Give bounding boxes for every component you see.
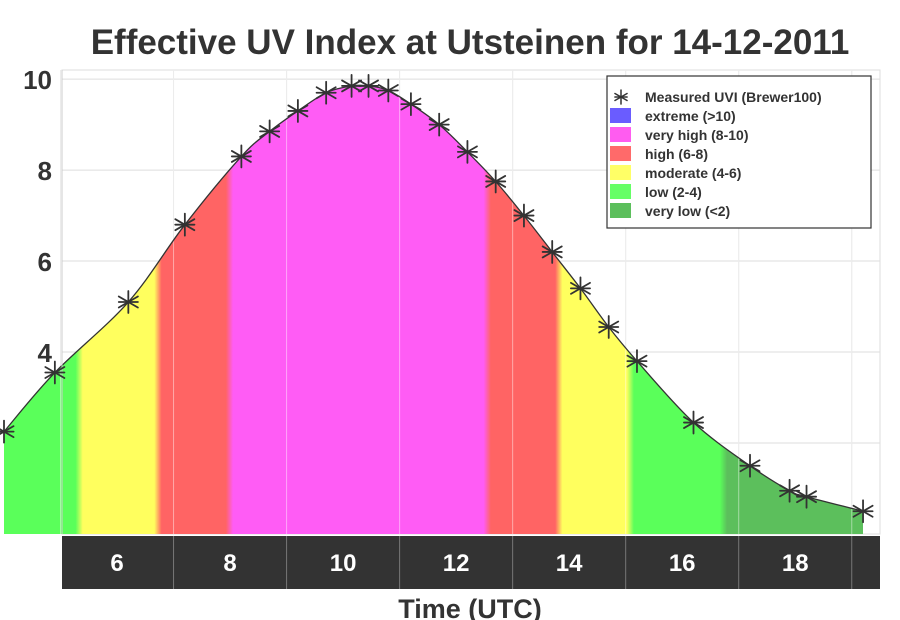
legend-marker-icon [614,89,628,105]
measured-uvi-marker [341,74,363,98]
measured-uvi-marker [377,78,399,103]
measured-uvi-marker [626,349,648,374]
x-tick-label: 6 [110,550,123,577]
measured-uvi-marker [287,99,309,123]
legend-swatch [610,146,631,161]
x-axis-ticks: 6 8 10 12 14 16 18 [110,536,853,589]
x-tick-label: 18 [782,550,809,577]
measured-uvi-markers [0,74,874,524]
measured-uvi-marker [485,169,507,194]
legend-swatch [610,165,631,180]
measured-uvi-marker [598,315,620,339]
chart-title: Effective UV Index at Utsteinen for 14-1… [91,23,850,62]
measured-uvi-marker [358,74,379,98]
legend-entry-label: very low (<2) [645,203,730,219]
measured-uvi-marker [852,499,874,524]
measured-uvi-marker [174,212,196,237]
y-tick-label: 6 [38,247,52,277]
measured-uvi-marker [400,92,422,117]
measured-uvi-marker [117,290,139,314]
measured-uvi-marker [0,419,15,444]
measured-uvi-marker [230,144,252,169]
x-tick-label: 14 [556,550,583,577]
measured-uvi-marker [44,360,66,385]
y-axis-ticks: 4 6 8 10 [23,65,52,368]
legend-entry-label: high (6-8) [645,146,708,162]
legend-swatch [610,184,631,199]
legend-entry-label: extreme (>10) [645,108,736,124]
y-tick-label: 10 [23,65,52,95]
measured-uvi-marker [428,112,450,137]
legend-entry-label: moderate (4-6) [645,165,741,181]
x-tick-label: 12 [443,550,470,577]
measured-uvi-marker [259,119,281,144]
legend-entry-label: very high (8-10) [645,127,748,143]
measured-uvi-marker [796,484,817,509]
measured-uvi-marker [315,80,337,105]
legend-swatch [610,127,631,142]
legend-entry-label: Measured UVI (Brewer100) [645,89,822,105]
measured-uvi-marker [739,453,761,478]
legend-swatch [610,108,631,123]
measured-uvi-marker [513,203,535,228]
y-tick-label: 4 [38,338,53,368]
measured-uvi-marker [683,410,704,435]
legend-swatch [610,203,631,218]
x-tick-label: 8 [223,550,236,577]
x-axis-band [62,536,880,589]
measured-uvi-marker [456,139,478,164]
measured-uvi-marker [569,276,591,301]
measured-uvi-marker [779,478,801,503]
x-axis-label: Time (UTC) [398,594,542,620]
x-tick-label: 10 [330,550,357,577]
legend-box [606,75,872,229]
legend: Measured UVI (Brewer100) extreme (>10) ver… [606,75,872,229]
measured-uvi-marker [541,240,563,264]
y-tick-label: 8 [38,156,52,186]
legend-entry-label: low (2-4) [645,184,702,200]
x-tick-label: 16 [669,550,696,577]
